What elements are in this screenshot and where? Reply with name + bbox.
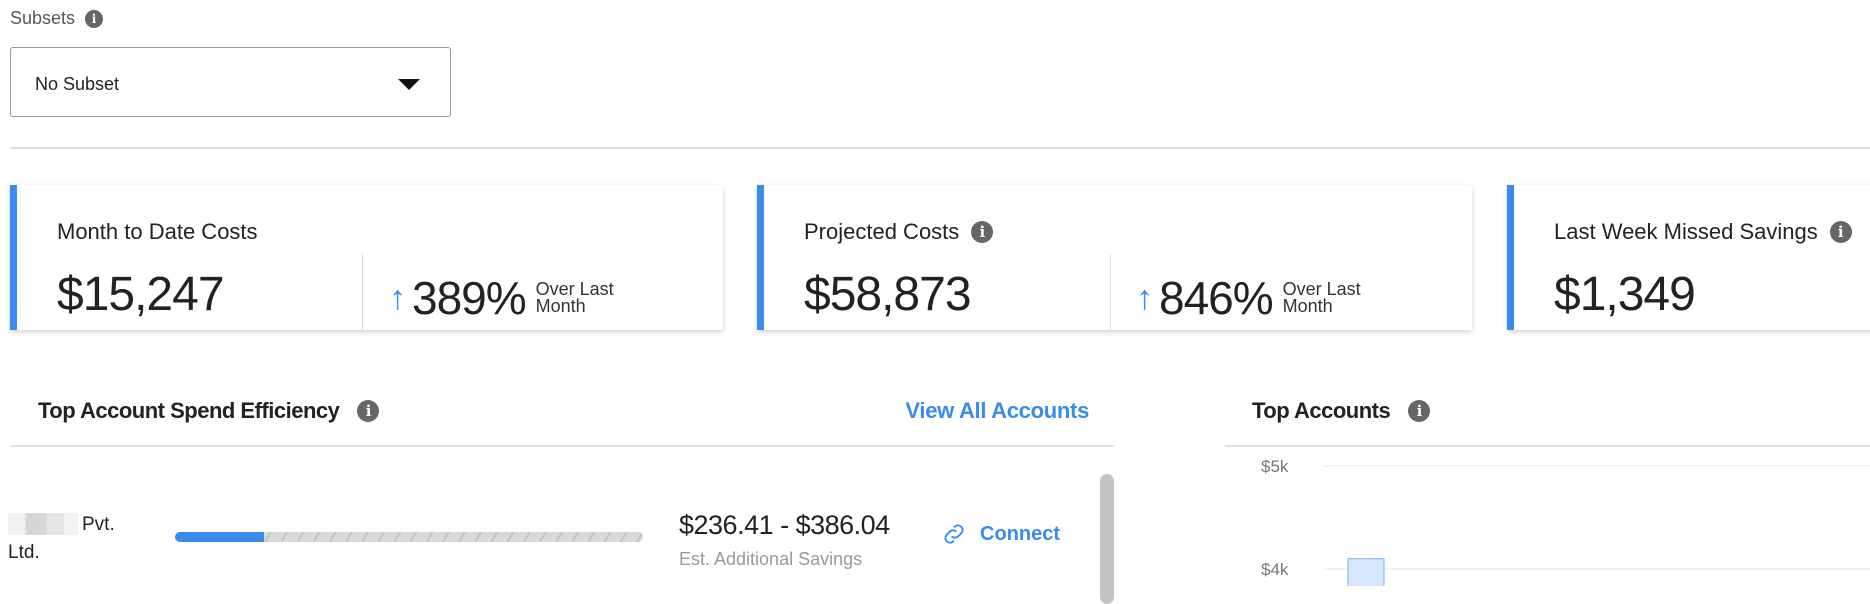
- info-icon[interactable]: i: [85, 9, 104, 28]
- scrollbar[interactable]: [1100, 474, 1114, 604]
- card-projected-costs: Projected Costs i $58,873 ↑ 846% Over Las…: [757, 185, 1472, 330]
- delta-label: Month: [535, 296, 586, 316]
- view-all-accounts-link[interactable]: View All Accounts: [905, 398, 1089, 423]
- subset-dropdown[interactable]: No Subset: [10, 47, 451, 117]
- top-accounts-chart: $5k $4k: [1261, 457, 1870, 586]
- connect-label: Connect: [980, 522, 1060, 545]
- card-title: Projected Costs: [804, 219, 960, 244]
- redacted-account-name: [8, 513, 78, 535]
- subsets-label: Subsets: [10, 8, 76, 28]
- top-accounts-heading: Top Accounts i: [1252, 398, 1431, 424]
- delta: ↑ 389% Over Last Month: [389, 271, 614, 325]
- subset-selected-value: No Subset: [35, 74, 120, 94]
- card-value: $58,873: [804, 268, 972, 321]
- card-title: Last Week Missed Savings: [1554, 219, 1818, 244]
- info-icon[interactable]: i: [1829, 221, 1852, 243]
- delta: ↑ 846% Over Last Month: [1136, 271, 1361, 325]
- subsets-label-group: Subsets i: [10, 8, 104, 29]
- divider: [1110, 254, 1111, 330]
- savings-range: $236.41 - $386.04: [679, 510, 890, 540]
- caret-down-icon: [398, 79, 420, 90]
- divider: [10, 445, 1114, 447]
- y-tick-label: $4k: [1261, 560, 1289, 579]
- efficiency-bar: [175, 532, 643, 542]
- account-name: Ltd.: [8, 542, 40, 563]
- card-month-to-date: Month to Date Costs $15,247 ↑ 389% Over …: [10, 185, 723, 330]
- efficiency-bar-fill: [175, 532, 264, 542]
- arrow-up-icon: ↑: [389, 278, 406, 317]
- delta-label: Month: [1282, 296, 1333, 316]
- card-value: $15,247: [57, 268, 225, 321]
- card-missed-savings: Last Week Missed Savings i $1,349: [1507, 185, 1870, 330]
- info-icon[interactable]: i: [357, 400, 380, 422]
- section-title: Top Account Spend Efficiency: [38, 398, 340, 423]
- savings-label: Est. Additional Savings: [679, 549, 863, 569]
- delta-label: Over Last: [535, 279, 614, 299]
- delta-percent: 389%: [412, 272, 527, 324]
- divider: [362, 254, 363, 330]
- bar[interactable]: [1347, 558, 1385, 586]
- card-value: $1,349: [1554, 268, 1696, 321]
- delta-label: Over Last: [1282, 279, 1361, 299]
- efficiency-heading: Top Account Spend Efficiency i: [38, 398, 380, 424]
- info-icon[interactable]: i: [971, 221, 994, 243]
- account-name: Pvt.: [82, 514, 115, 535]
- divider: [10, 147, 1870, 149]
- divider: [1225, 445, 1870, 447]
- info-icon[interactable]: i: [1408, 400, 1431, 422]
- y-tick-label: $5k: [1261, 457, 1289, 476]
- link-icon: [944, 524, 964, 544]
- section-title: Top Accounts: [1252, 398, 1391, 423]
- delta-percent: 846%: [1159, 272, 1274, 324]
- connect-button[interactable]: Connect: [940, 520, 1060, 548]
- card-title: Month to Date Costs: [57, 219, 258, 244]
- arrow-up-icon: ↑: [1136, 278, 1153, 317]
